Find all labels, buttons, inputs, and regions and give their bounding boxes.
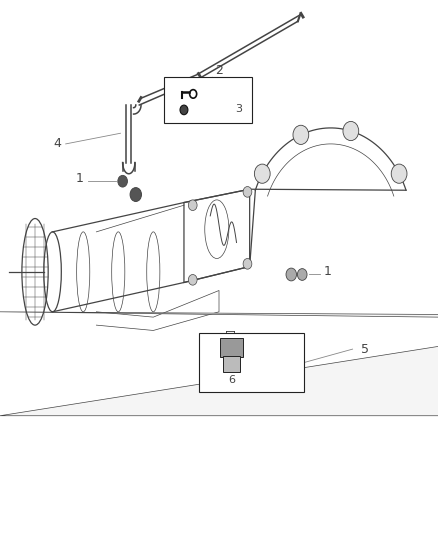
Circle shape [180, 105, 188, 115]
Text: 1: 1 [324, 265, 332, 278]
Circle shape [343, 122, 359, 141]
Polygon shape [0, 290, 438, 330]
Polygon shape [0, 266, 438, 416]
Text: 4: 4 [53, 138, 61, 150]
Circle shape [188, 200, 197, 211]
Bar [223, 356, 240, 372]
Bar [164, 77, 252, 123]
Circle shape [297, 269, 307, 280]
Text: 2: 2 [215, 64, 223, 77]
Text: 5: 5 [361, 343, 369, 356]
Circle shape [243, 187, 252, 197]
Circle shape [243, 259, 252, 269]
Text: 3: 3 [235, 104, 242, 114]
Circle shape [118, 175, 127, 187]
Circle shape [391, 164, 407, 183]
Circle shape [286, 268, 297, 281]
Circle shape [293, 125, 309, 144]
Bar [199, 333, 304, 392]
Circle shape [130, 188, 141, 201]
Text: 1: 1 [75, 172, 83, 185]
Bar [220, 338, 243, 357]
Circle shape [254, 164, 270, 183]
Text: 6: 6 [229, 375, 236, 385]
Circle shape [188, 274, 197, 285]
